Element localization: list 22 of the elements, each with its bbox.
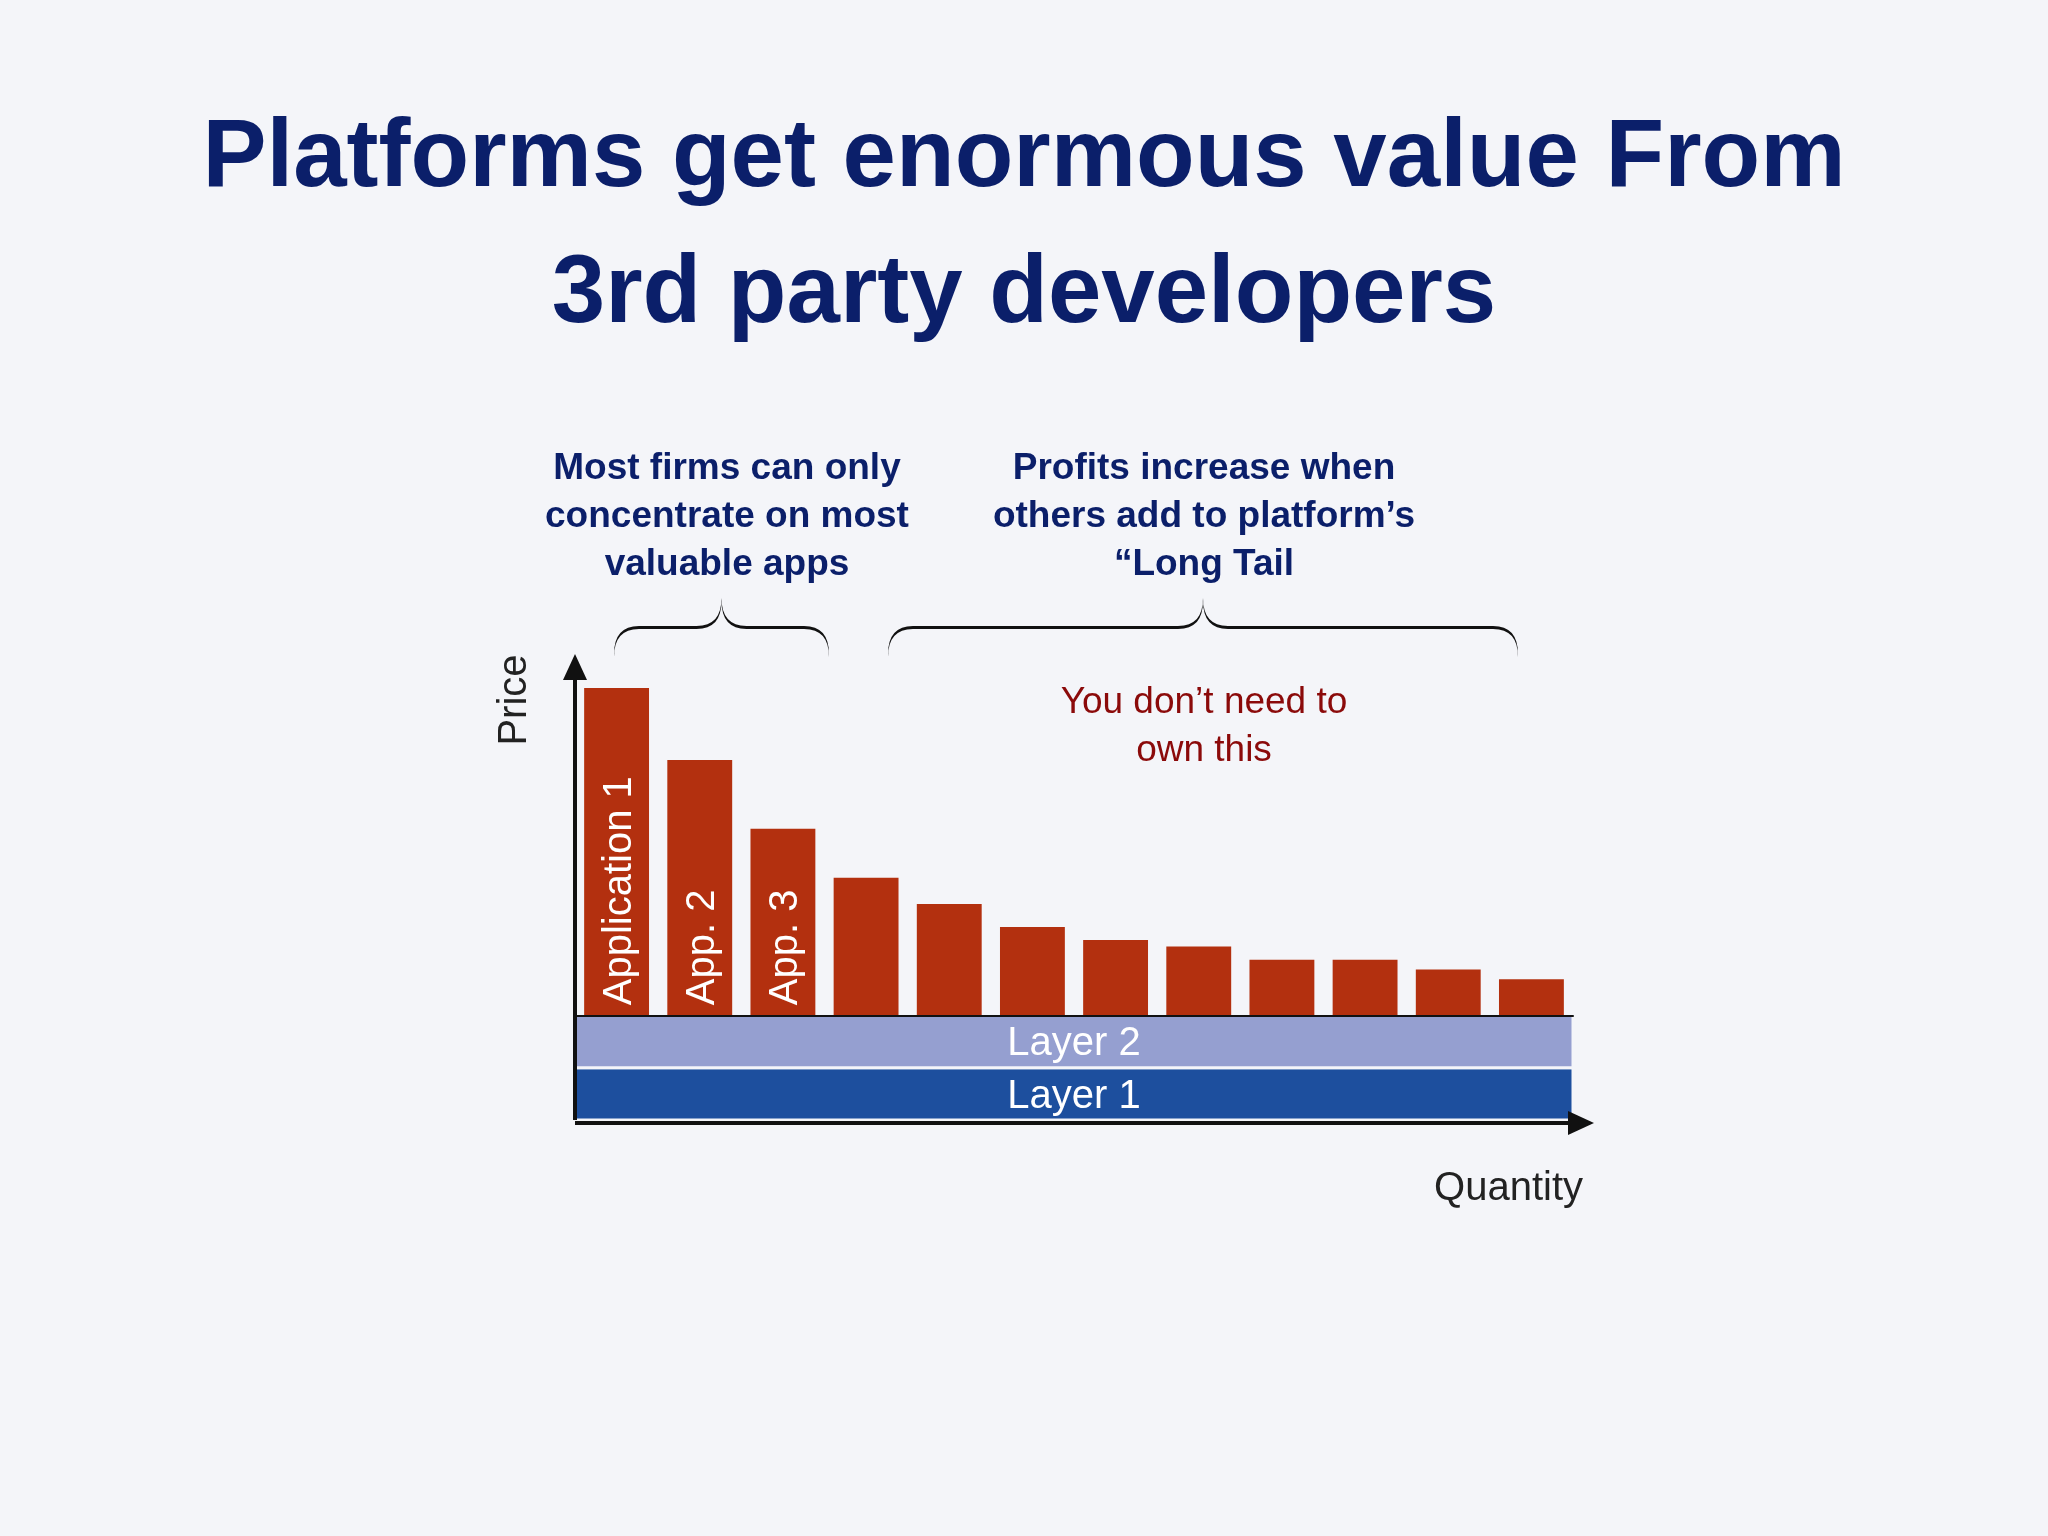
annotation: You don’t need to own this — [1059, 679, 1349, 771]
text: Profits increase when others add to platform’s “Long Tail — [991, 445, 1417, 585]
band-label: Layer 1 — [1007, 1071, 1141, 1116]
y-axis-title: Price — [490, 654, 534, 746]
chart-title: Platforms get enormous value From 3rd party developers — [201, 98, 1847, 344]
x-tick-label: App. 3 — [760, 889, 805, 1006]
bar — [999, 926, 1065, 1016]
bar — [1415, 969, 1481, 1016]
bar — [1249, 959, 1315, 1016]
bar — [916, 904, 982, 1016]
bar — [667, 760, 733, 1016]
bar — [750, 828, 816, 1016]
bar — [1332, 959, 1398, 1016]
x-axis-title: Quantity — [1434, 1164, 1583, 1208]
bar — [1083, 940, 1149, 1016]
text: Most firms can only concentrate on most valuable apps — [544, 445, 910, 585]
x-tick-label: App. 2 — [677, 889, 722, 1006]
band-label: Layer 2 — [1007, 1019, 1141, 1064]
bar — [1498, 979, 1564, 1016]
bar — [833, 877, 899, 1016]
bar — [1166, 946, 1232, 1016]
x-tick-label: Application 1 — [594, 776, 639, 1006]
